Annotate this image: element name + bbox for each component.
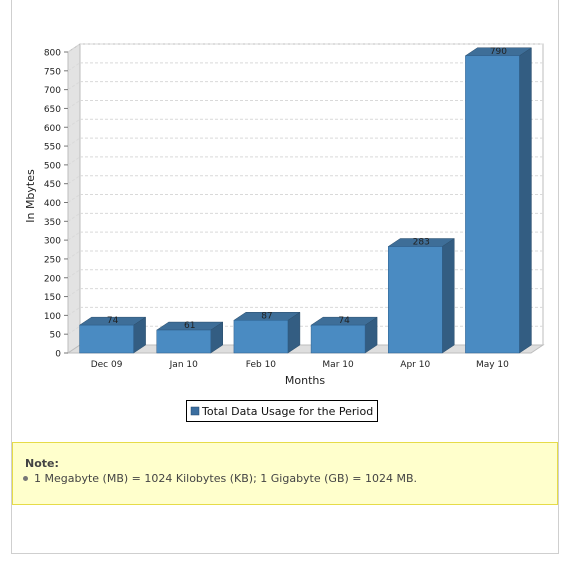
x-tick-label: Apr 10 (400, 360, 430, 370)
bar (387, 238, 456, 354)
chart-legend: Total Data Usage for the Period (186, 400, 378, 422)
side-gridline (67, 81, 81, 91)
bar-side-face (519, 47, 532, 354)
legend-swatch (190, 406, 200, 416)
data-label: 283 (413, 238, 430, 248)
bar-front-face (233, 320, 289, 354)
y-tick-label: 700 (44, 86, 61, 96)
bar (155, 321, 224, 354)
x-axis-label: Months (285, 374, 325, 387)
bar-front-face (388, 246, 443, 354)
note-list-item: 1 Megabyte (MB) = 1024 Kilobytes (KB); 1… (23, 472, 417, 485)
data-label: 87 (261, 311, 272, 321)
data-label: 74 (107, 316, 119, 326)
y-axis-label: In Mbytes (24, 169, 37, 223)
y-tick-label: 800 (44, 49, 61, 59)
y-axis-ticks: 0 50 100 150 200 250 300 350 400 450 500 550 600 650 7… (44, 49, 68, 360)
y-tick-label: 450 (44, 180, 61, 190)
x-tick-label: Mar 10 (322, 360, 354, 370)
bar-front-face (310, 324, 366, 354)
side-gridline (67, 212, 81, 222)
bullet-icon (23, 475, 28, 481)
chart-bars (78, 47, 533, 354)
side-gridline (67, 288, 81, 297)
note-text: 1 Megabyte (MB) = 1024 Kilobytes (KB); 1… (34, 472, 418, 485)
y-tick-label: 200 (44, 274, 61, 284)
y-tick-label: 300 (44, 237, 61, 247)
bar-chart: 0 50 100 150 200 250 300 350 400 450 500 550 600 650 7… (24, 43, 545, 422)
side-gridline (67, 194, 81, 203)
bar-front-face (79, 324, 134, 354)
y-tick-label: 150 (44, 293, 61, 303)
y-tick-label: 250 (44, 255, 61, 265)
bar (233, 311, 301, 354)
y-tick-label: 650 (44, 105, 61, 115)
data-label: 61 (184, 321, 195, 331)
y-tick-label: 500 (44, 161, 61, 171)
x-tick-label: May 10 (476, 360, 509, 370)
y-tick-label: 600 (44, 124, 61, 134)
bar-side-face (442, 238, 455, 354)
data-label: 790 (490, 47, 507, 57)
y-tick-label: 100 (44, 312, 61, 322)
side-gridline (67, 118, 81, 128)
side-gridline (67, 269, 81, 279)
legend-entry-label: Total Data Usage for the Period (201, 405, 373, 418)
bar-front-face (156, 329, 211, 354)
side-gridline (67, 231, 81, 241)
side-gridline (67, 43, 81, 53)
bar (78, 316, 147, 354)
bar (464, 47, 533, 354)
side-gridline (67, 156, 81, 166)
y-tick-label: 400 (44, 199, 61, 209)
y-tick-label: 550 (44, 143, 61, 153)
x-tick-label: Jan 10 (169, 360, 198, 370)
y-tick-label: 350 (44, 218, 61, 228)
side-gridline (67, 306, 81, 316)
y-tick-label: 50 (50, 331, 62, 341)
side-gridline (67, 250, 81, 260)
side-gridline (67, 137, 81, 147)
side-gridline (67, 62, 81, 72)
y-tick-label: 0 (55, 350, 61, 360)
note-box: Note: 1 Megabyte (MB) = 1024 Kilobytes (… (12, 442, 558, 505)
data-label: 74 (338, 316, 350, 326)
y-tick-label: 750 (44, 67, 61, 77)
legend-frame (186, 400, 378, 422)
data-labels: 74 61 87 74 283 790 (107, 47, 507, 331)
x-tick-label: Feb 10 (246, 360, 277, 370)
side-gridline (67, 100, 81, 109)
x-axis-ticks: Dec 09 Jan 10 Feb 10 Mar 10 Apr 10 May 10 (91, 360, 509, 370)
side-gridline (67, 175, 81, 185)
bar (310, 316, 378, 354)
side-gridline (67, 325, 81, 335)
x-tick-label: Dec 09 (91, 360, 123, 370)
bar-front-face (465, 55, 520, 354)
note-title: Note: (25, 457, 59, 470)
